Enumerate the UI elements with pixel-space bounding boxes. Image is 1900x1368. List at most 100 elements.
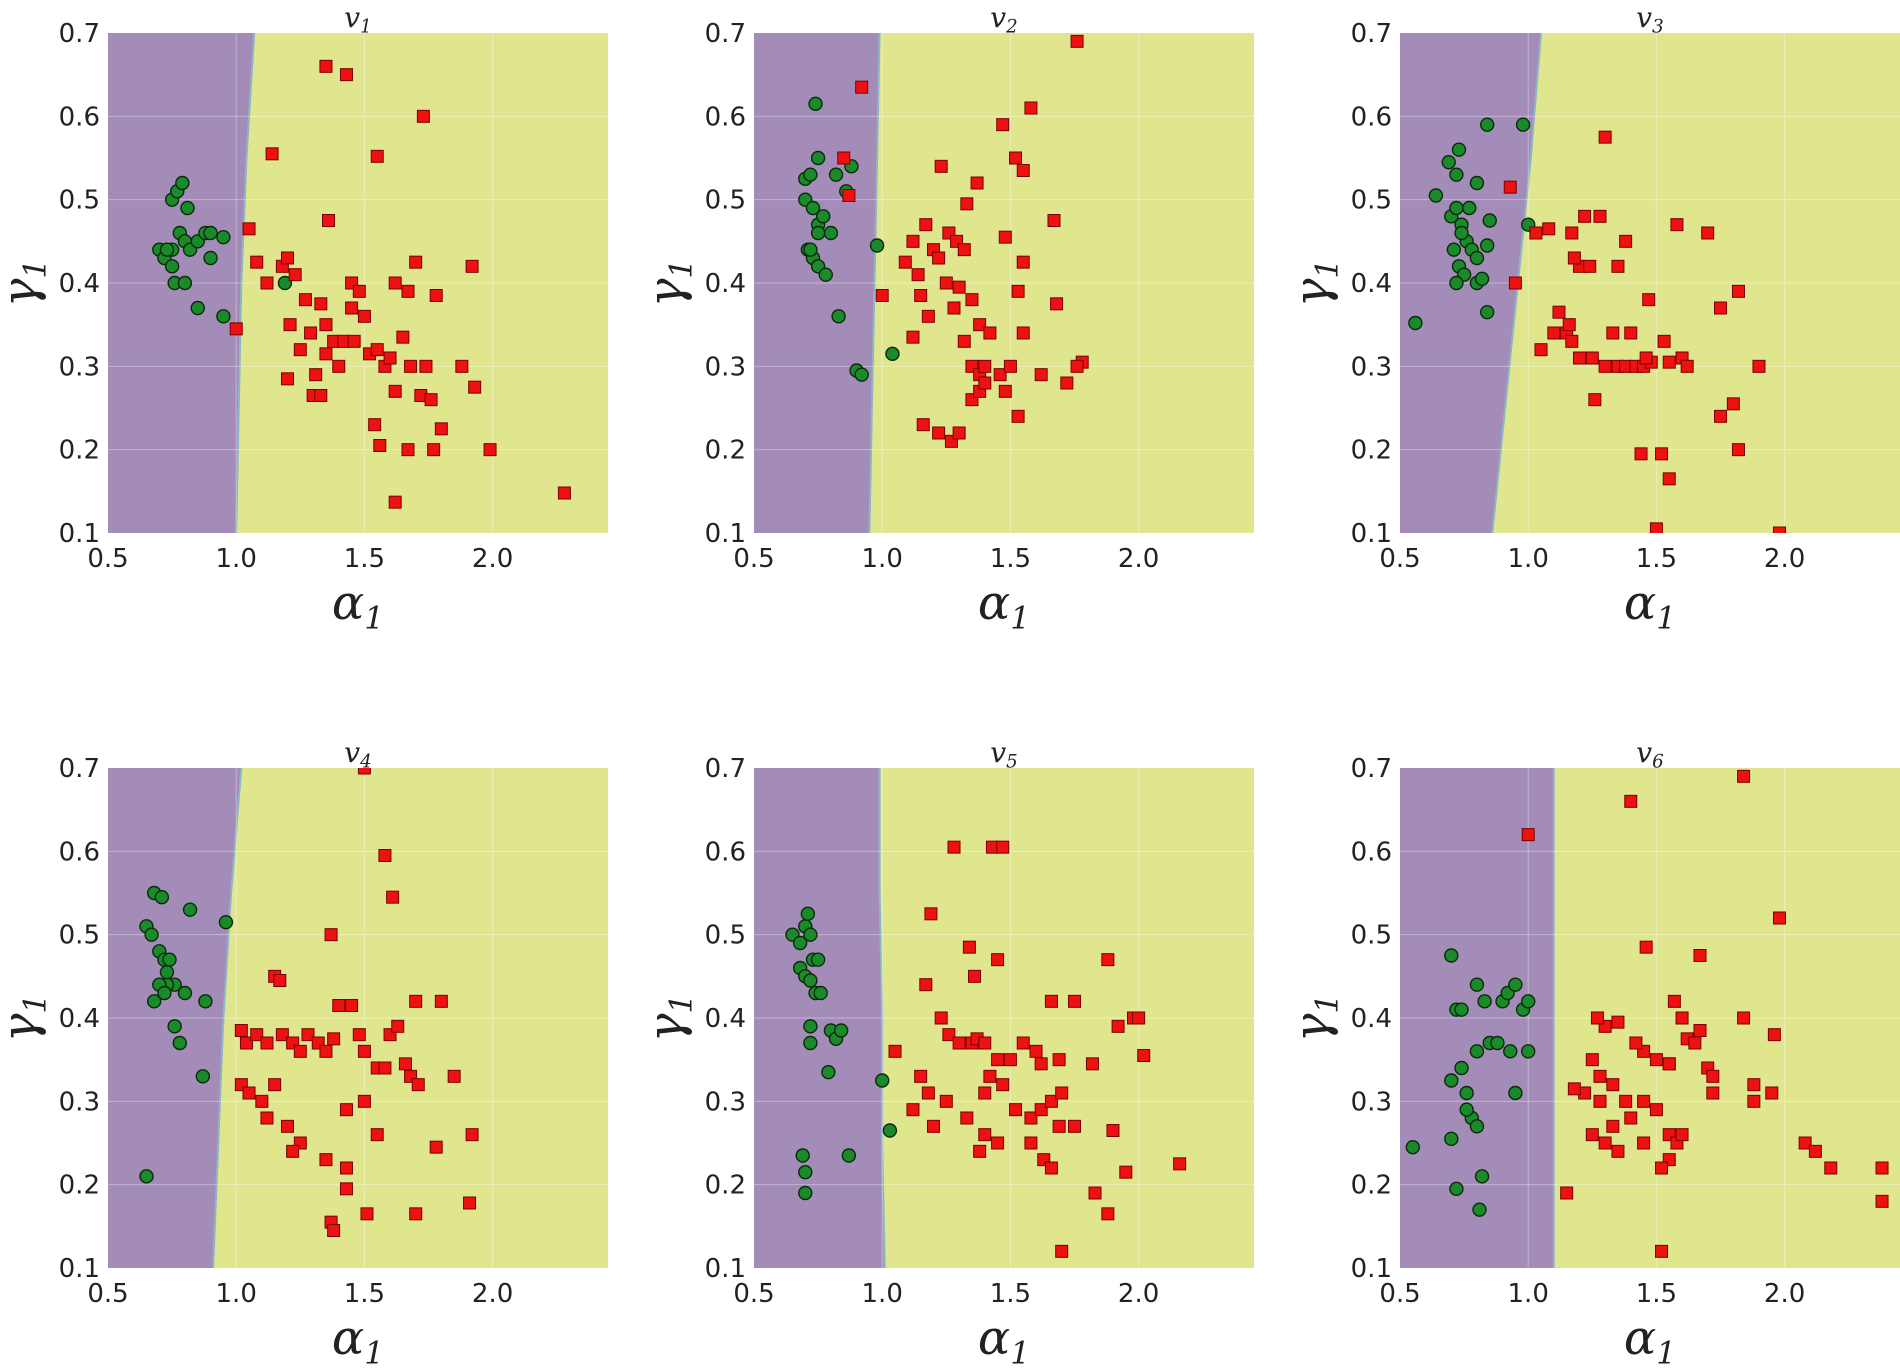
point-red — [952, 1036, 966, 1050]
point-green — [1408, 315, 1423, 331]
point-red — [1737, 1011, 1751, 1025]
point-green — [1446, 242, 1462, 257]
point-green — [875, 1073, 890, 1088]
point-green — [216, 229, 231, 245]
point-red — [993, 368, 1007, 382]
point-red — [906, 1103, 920, 1117]
point-red — [983, 1069, 997, 1083]
point-red — [1578, 209, 1592, 223]
point-red — [250, 1028, 264, 1042]
x-axis-label-main: α — [978, 1310, 1010, 1366]
point-red — [339, 1103, 353, 1117]
point-red — [339, 68, 353, 82]
point-red — [1598, 130, 1612, 144]
point-red — [932, 251, 946, 265]
point-red — [888, 1044, 902, 1058]
point-red — [447, 1069, 461, 1083]
x-tick-label: 2.0 — [1764, 1279, 1805, 1309]
decision-boundary — [878, 768, 886, 1268]
point-green — [1454, 1002, 1469, 1017]
y-tick-label: 0.4 — [1351, 1004, 1392, 1034]
point-green — [1479, 238, 1495, 253]
point-red — [1565, 226, 1579, 240]
point-green — [1521, 1044, 1536, 1059]
point-red — [978, 1036, 992, 1050]
point-red — [1173, 1157, 1187, 1171]
point-red — [1088, 1186, 1102, 1200]
point-red — [1706, 1086, 1720, 1100]
y-tick-label: 0.5 — [705, 186, 746, 216]
point-red — [1747, 1078, 1761, 1092]
point-red — [973, 318, 987, 332]
point-green — [854, 367, 869, 382]
point-green — [816, 209, 831, 224]
point-green — [1405, 1139, 1421, 1155]
point-red — [1593, 1069, 1607, 1083]
point-red — [1011, 284, 1025, 298]
point-green — [1477, 994, 1492, 1009]
point-red — [1585, 1128, 1599, 1142]
point-red — [1772, 526, 1786, 533]
x-tick-label: 0.5 — [733, 544, 774, 574]
point-red — [1706, 1069, 1720, 1083]
x-axis-label-main: α — [1624, 575, 1656, 631]
point-red — [368, 418, 382, 432]
point-red — [1106, 1124, 1120, 1137]
point-red — [934, 1011, 948, 1025]
point-green — [1428, 188, 1444, 203]
point-green — [190, 300, 205, 316]
decision-region-green — [1400, 768, 1554, 1268]
point-red — [319, 347, 333, 361]
x-tick-label: 1.5 — [1636, 544, 1677, 574]
point-green — [218, 914, 234, 930]
point-red — [1567, 1082, 1581, 1096]
point-green — [1482, 213, 1497, 228]
point-red — [1606, 1078, 1620, 1092]
y-axis-label-main: γ — [0, 1013, 48, 1042]
y-axis-label: γ1 — [0, 259, 53, 308]
point-red — [1060, 376, 1074, 390]
point-green — [1449, 275, 1464, 291]
point-red — [1714, 301, 1728, 315]
point-red — [1688, 1036, 1702, 1050]
point-green — [823, 225, 839, 241]
point-red — [327, 1032, 341, 1046]
point-red — [239, 1036, 253, 1050]
point-red — [952, 280, 966, 294]
point-red — [339, 1182, 353, 1196]
y-tick-label: 0.3 — [705, 352, 746, 382]
point-red — [1016, 326, 1030, 340]
point-red — [260, 1111, 274, 1125]
point-red — [1624, 1111, 1638, 1125]
point-red — [1567, 251, 1581, 265]
y-tick-label: 0.2 — [1351, 1171, 1392, 1201]
point-green — [182, 902, 198, 917]
point-green — [175, 175, 190, 191]
point-green — [198, 994, 213, 1009]
y-tick-label: 0.7 — [1351, 754, 1392, 784]
point-red — [1639, 940, 1653, 954]
point-red — [1572, 351, 1586, 365]
point-red — [1068, 994, 1082, 1008]
point-green — [882, 1123, 898, 1138]
point-red — [1593, 209, 1607, 223]
point-red — [1731, 284, 1745, 298]
point-red — [1619, 234, 1633, 248]
point-red — [1590, 1011, 1604, 1025]
y-tick-label: 0.2 — [705, 1171, 746, 1201]
y-tick-label: 0.3 — [705, 1087, 746, 1117]
point-green — [831, 309, 846, 324]
x-axis-label-sub: 1 — [364, 1335, 384, 1368]
point-red — [898, 255, 912, 269]
point-red — [357, 309, 371, 323]
point-red — [1552, 305, 1566, 319]
point-red — [921, 1086, 935, 1100]
x-tick-label: 1.5 — [990, 1279, 1031, 1309]
data-points — [152, 59, 571, 509]
point-green — [203, 225, 218, 241]
point-red — [242, 222, 256, 236]
y-tick-label: 0.6 — [705, 837, 746, 867]
point-red — [1003, 359, 1017, 373]
point-red — [1052, 1119, 1066, 1133]
